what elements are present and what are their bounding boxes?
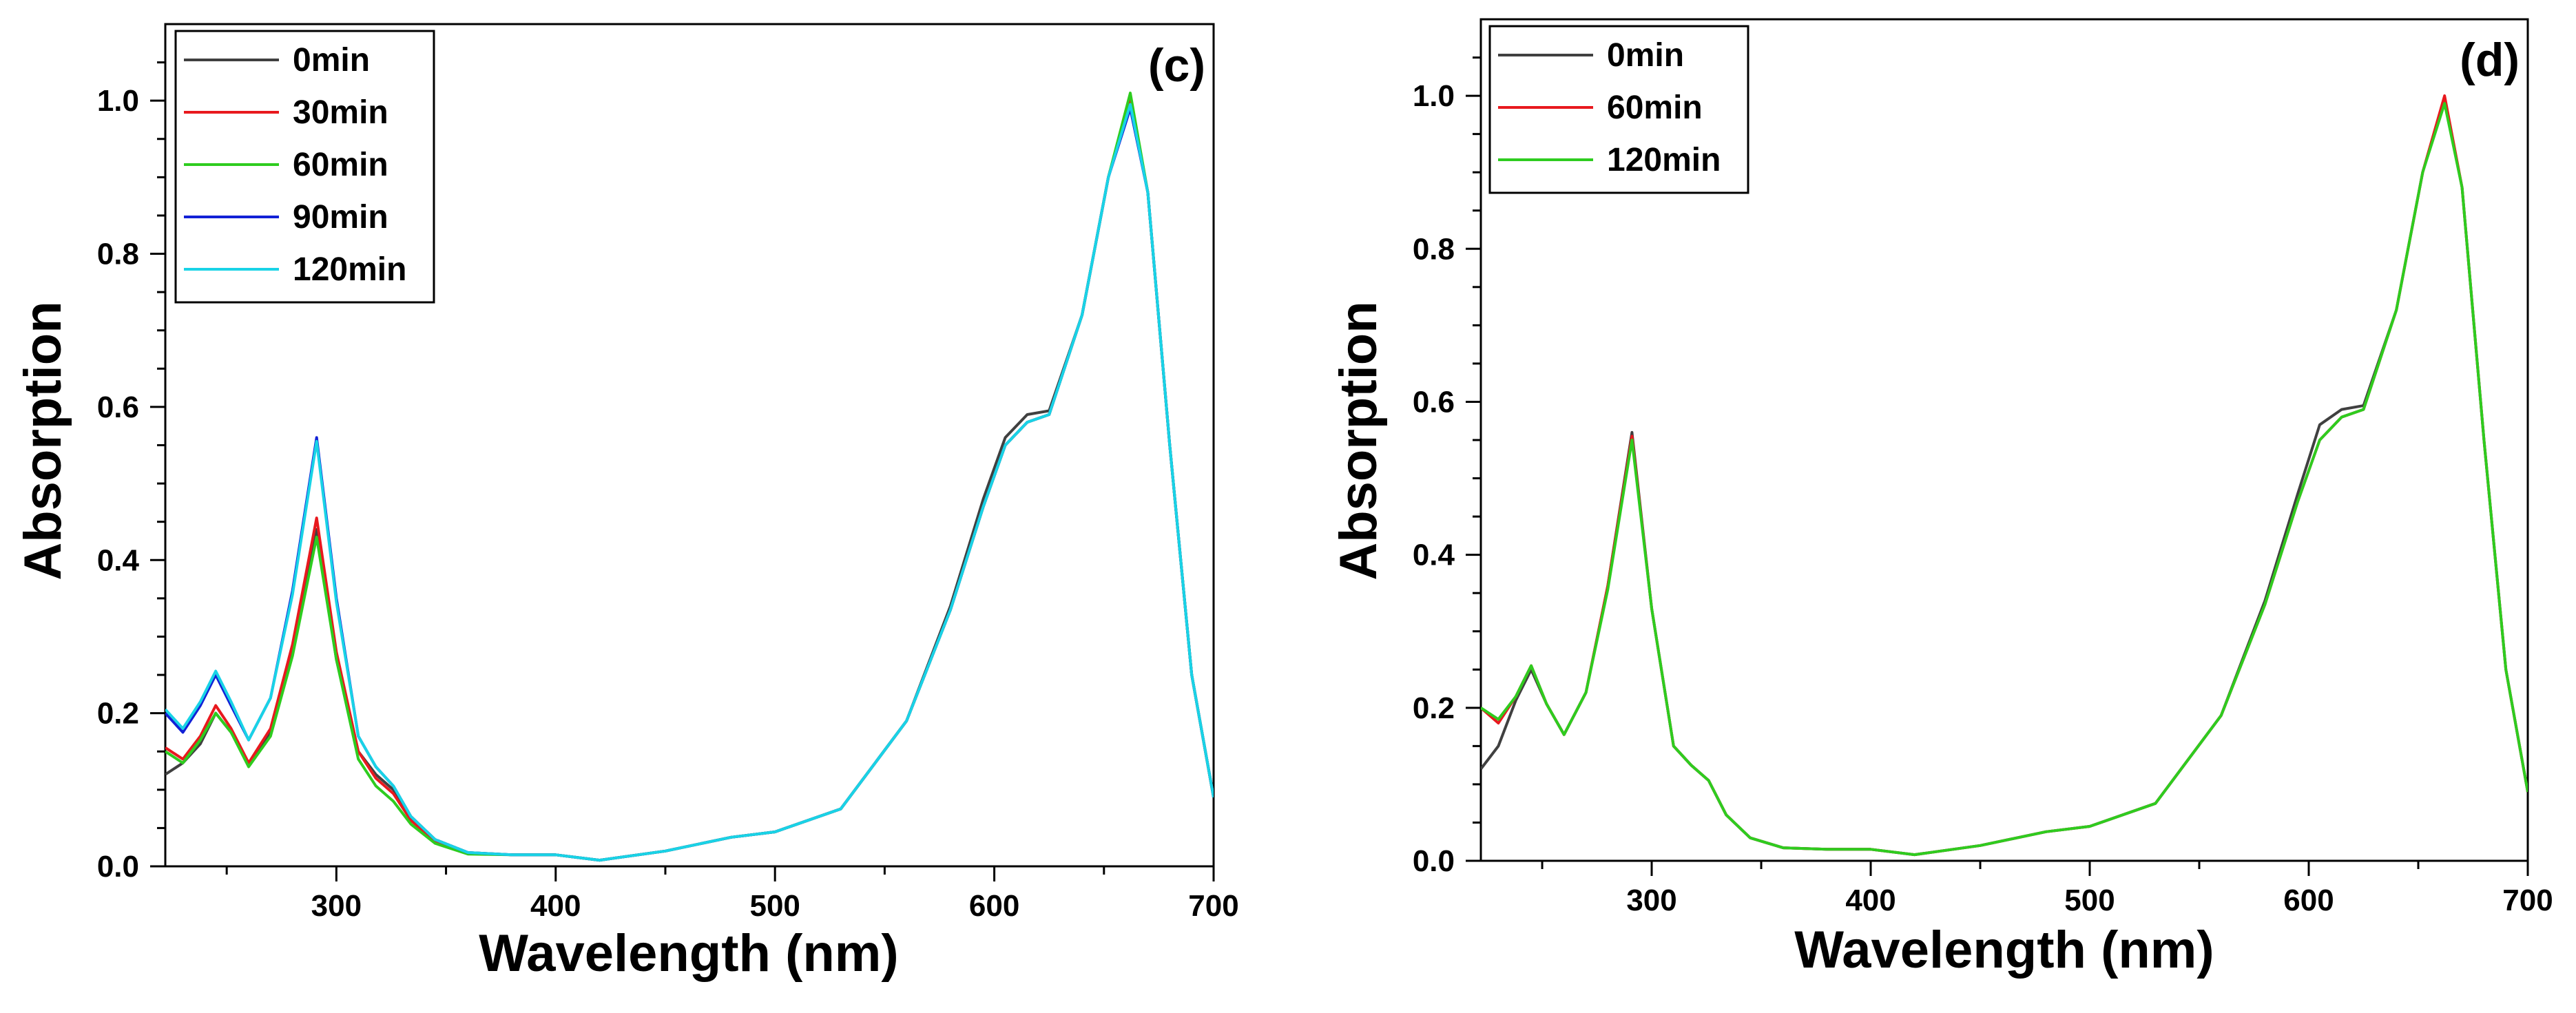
x-tick-label: 300 (1626, 884, 1676, 917)
panel-d-chart: 300 400 500 600 700 0.0 0.2 0.4 0.6 0.8 1.0 Wavelen… (1329, 18, 2553, 979)
y-tick-label: 0.6 (97, 390, 139, 424)
legend-box (174, 30, 435, 304)
x-tick-label: 600 (2283, 884, 2334, 917)
x-tick-label: 500 (2064, 884, 2115, 917)
y-tick-label: 0.0 (97, 850, 139, 884)
legend-label-0min: 0min (1607, 37, 1684, 74)
legend-label-60min: 60min (293, 147, 388, 183)
x-tick-label: 300 (311, 889, 362, 923)
y-tick-label: 0.8 (1413, 232, 1455, 266)
legend-label-120min: 120min (1607, 142, 1721, 178)
legend-label-120min: 120min (293, 251, 406, 288)
x-axis-title: Wavelength (nm) (1794, 921, 2214, 979)
legend-label-30min: 30min (293, 94, 388, 131)
y-axis-title: Absorption (1329, 301, 1388, 580)
series-group (1481, 94, 2528, 857)
y-tick-label: 0.6 (1413, 385, 1455, 419)
x-tick-label: 700 (1188, 889, 1238, 923)
y-tick-label: 0.8 (97, 238, 139, 271)
series-line-120min (1481, 102, 2528, 857)
y-tick-label: 0.4 (97, 543, 140, 577)
y-tick-label: 0.2 (97, 697, 139, 731)
series-group (165, 92, 1214, 862)
panel-c-chart: 300 400 500 600 700 0.0 0.2 0.4 0.6 0.8 1.0 Wavelen… (14, 23, 1239, 983)
legend-label-60min: 60min (1607, 90, 1703, 126)
x-axis-title: Wavelength (nm) (479, 924, 898, 983)
x-tick-label: 400 (530, 889, 581, 923)
x-tick-label: 400 (1845, 884, 1895, 917)
x-tick-label: 600 (969, 889, 1019, 923)
y-tick-label: 0.2 (1413, 691, 1455, 725)
x-tick-label: 700 (2502, 884, 2553, 917)
panel-label: (c) (1148, 39, 1205, 92)
series-line-120min (165, 103, 1214, 862)
x-tick-label: 500 (749, 889, 800, 923)
legend-label-90min: 90min (293, 199, 388, 236)
y-tick-label: 1.0 (1413, 79, 1455, 113)
y-axis-title: Absorption (14, 301, 72, 580)
legend: 0min 30min 60min 90min 120min (174, 30, 435, 304)
legend-label-0min: 0min (293, 42, 370, 79)
panel-label: (d) (2460, 34, 2520, 86)
legend: 0min 60min 120min (1488, 25, 1749, 194)
y-tick-label: 0.4 (1413, 539, 1455, 572)
y-tick-label: 1.0 (97, 84, 139, 118)
y-tick-label: 0.0 (1413, 844, 1455, 878)
